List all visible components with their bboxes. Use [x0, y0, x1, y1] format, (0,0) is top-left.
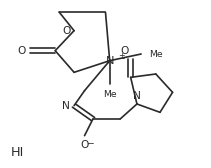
Text: O: O: [18, 46, 26, 56]
Text: O: O: [120, 46, 128, 56]
Text: N: N: [106, 56, 114, 66]
Text: Me: Me: [103, 90, 116, 99]
Text: O: O: [80, 140, 89, 150]
Text: N: N: [62, 101, 70, 111]
Text: O: O: [62, 26, 71, 36]
Text: −: −: [86, 139, 94, 148]
Text: Me: Me: [150, 50, 163, 58]
Text: N: N: [133, 92, 141, 101]
Text: HI: HI: [11, 146, 24, 159]
Text: ±: ±: [118, 52, 124, 61]
